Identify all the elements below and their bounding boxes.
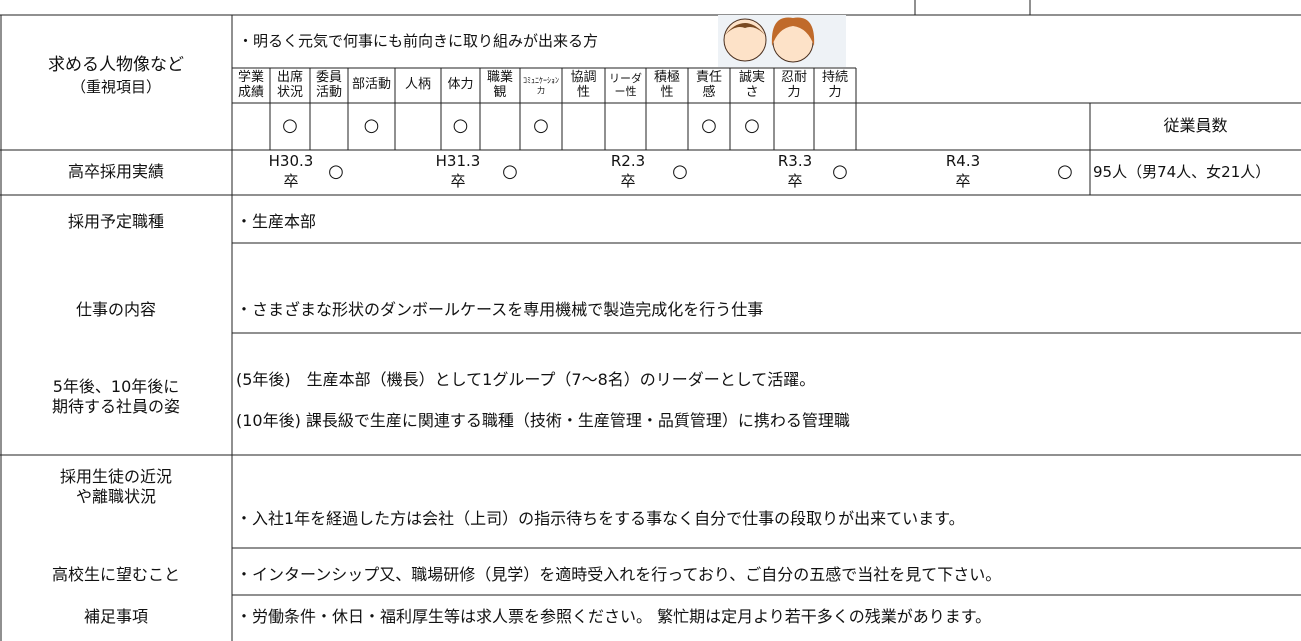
hiring-mark: ○ bbox=[1057, 161, 1073, 183]
section-sublabel: （重視項目） bbox=[70, 78, 161, 97]
hiring-mark: ○ bbox=[832, 161, 848, 183]
section-label: 求める人物像など bbox=[48, 55, 184, 76]
criterion-mark: ○ bbox=[744, 115, 760, 137]
row-label: 高校生に望むこと bbox=[51, 564, 180, 584]
employees-label: 従業員数 bbox=[1163, 116, 1228, 136]
row-text: ・さまざまな形状のダンボールケースを専用機械で製造完成化を行う仕事 bbox=[236, 299, 764, 319]
hiring-mark: ○ bbox=[328, 161, 344, 183]
row-text: ・生産本部 bbox=[236, 211, 317, 231]
hiring-suffix: 卒 bbox=[955, 172, 971, 191]
description: ・明るく元気で何事にも前向きに取り組みが出来る方 bbox=[238, 31, 599, 50]
row-text: (10年後) 課長級で生産に関連する職種（技術・生産管理・品質管理）に携わる管理… bbox=[236, 410, 850, 430]
row-label: や離職状況 bbox=[75, 486, 156, 506]
row-label: 採用予定職種 bbox=[67, 211, 164, 231]
row-label: 補足事項 bbox=[83, 606, 148, 626]
criterion: 出席状況 bbox=[276, 69, 303, 100]
criterion-mark: ○ bbox=[701, 115, 717, 137]
hiring-suffix: 卒 bbox=[283, 172, 299, 191]
criterion: 体力 bbox=[447, 77, 474, 93]
hiring-year: R4.3 bbox=[945, 152, 981, 171]
hiring-mark: ○ bbox=[502, 161, 518, 183]
row-text: (5年後) 生産本部（機長）として1グループ（7～8名）のリーダーとして活躍。 bbox=[236, 369, 816, 389]
hiring-suffix: 卒 bbox=[450, 172, 466, 191]
criterion: 忍耐力 bbox=[780, 69, 807, 100]
row-label: 採用生徒の近況 bbox=[59, 466, 172, 486]
criterion: ｺﾐｭﾆｹｰｼｮﾝ力 bbox=[523, 76, 559, 95]
employees-value: 95人（男74人、女21人） bbox=[1093, 162, 1271, 181]
criterion: 積極性 bbox=[653, 69, 680, 100]
criterion: 部活動 bbox=[351, 77, 391, 93]
hiring-year: R3.3 bbox=[777, 152, 813, 171]
criterion: 学業成績 bbox=[237, 69, 264, 100]
criterion: 協調性 bbox=[570, 69, 597, 100]
illustration bbox=[718, 15, 846, 67]
criterion: 責任感 bbox=[695, 69, 722, 100]
criterion: 職業観 bbox=[486, 69, 513, 100]
criterion: 誠実さ bbox=[738, 69, 765, 100]
criterion: 人柄 bbox=[404, 77, 431, 93]
criterion: 持続力 bbox=[821, 69, 848, 100]
criterion-mark: ○ bbox=[282, 115, 298, 137]
row-text: ・入社1年を経過した方は会社（上司）の指示待ちをする事なく自分で仕事の段取りが出… bbox=[236, 508, 965, 528]
hiring-year: H31.3 bbox=[435, 152, 481, 171]
row-label: 仕事の内容 bbox=[75, 299, 156, 319]
hiring-year: R2.3 bbox=[610, 152, 646, 171]
row-text: ・インターンシップ又、職場研修（見学）を適時受入れを行っており、ご自分の五感で当… bbox=[236, 564, 1002, 584]
row-label: 高卒採用実績 bbox=[67, 162, 164, 182]
hiring-suffix: 卒 bbox=[620, 172, 636, 191]
criterion: 委員活動 bbox=[315, 69, 342, 100]
hiring-suffix: 卒 bbox=[787, 172, 803, 191]
row-text: ・労働条件・休日・福利厚生等は求人票を参照ください。 繁忙期は定月より若干多くの… bbox=[236, 606, 992, 626]
hiring-year: H30.3 bbox=[268, 152, 314, 171]
criterion-mark: ○ bbox=[533, 115, 549, 137]
criterion-mark: ○ bbox=[363, 115, 380, 137]
criterion: リーダー性 bbox=[609, 71, 642, 98]
hiring-mark: ○ bbox=[672, 161, 688, 183]
row-label: 期待する社員の姿 bbox=[51, 396, 180, 416]
criterion-mark: ○ bbox=[452, 115, 469, 137]
row-label: 5年後、10年後に bbox=[52, 376, 180, 396]
